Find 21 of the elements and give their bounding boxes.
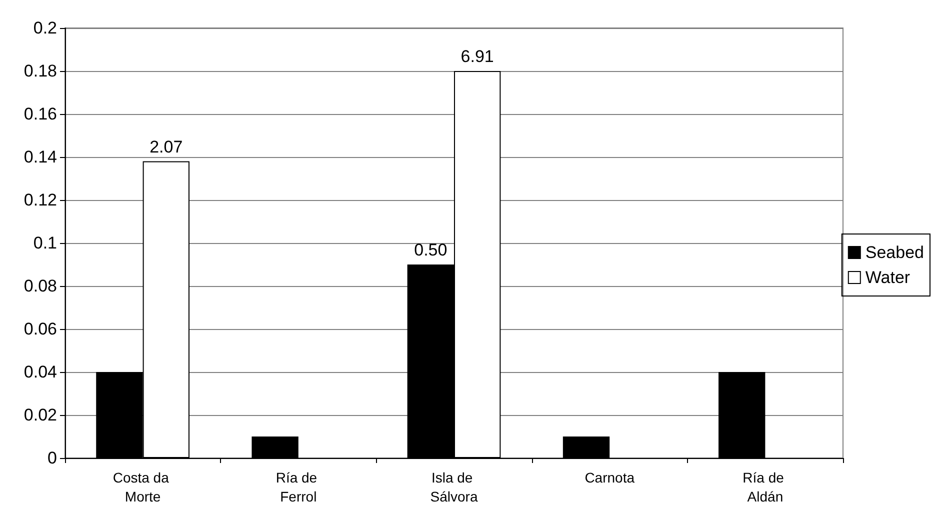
y-tick-label: 0.14: [24, 148, 57, 166]
y-tick-label: 0.02: [24, 406, 57, 424]
x-tick-label: Ría de Ferrol: [276, 470, 321, 504]
y-tick-label: 0.2: [33, 18, 57, 38]
y-tick-label: 0.06: [24, 320, 57, 338]
y-tick-label: 0.16: [24, 104, 57, 124]
y-tick-label: 0.12: [24, 190, 57, 210]
annotation: 6.91: [460, 47, 494, 66]
x-tick-label: Isla de Sálvora: [430, 470, 478, 504]
y-tick-label: 0.18: [24, 62, 57, 80]
legend-label: Water: [865, 268, 910, 287]
legend-label: Seabed: [865, 243, 924, 262]
x-tick-label: Ría de Aldán: [742, 470, 788, 504]
x-tick-label: Carnota: [584, 470, 635, 486]
annotation: 0.50: [414, 240, 448, 260]
annotation: 2.07: [150, 137, 183, 156]
y-tick-label: 0: [48, 448, 57, 468]
y-tick-label: 0.08: [24, 276, 57, 296]
y-tick-label: 0.04: [24, 362, 57, 382]
y-tick-label: 0.1: [33, 234, 57, 252]
x-tick-label: Costa da Morte: [112, 470, 173, 504]
